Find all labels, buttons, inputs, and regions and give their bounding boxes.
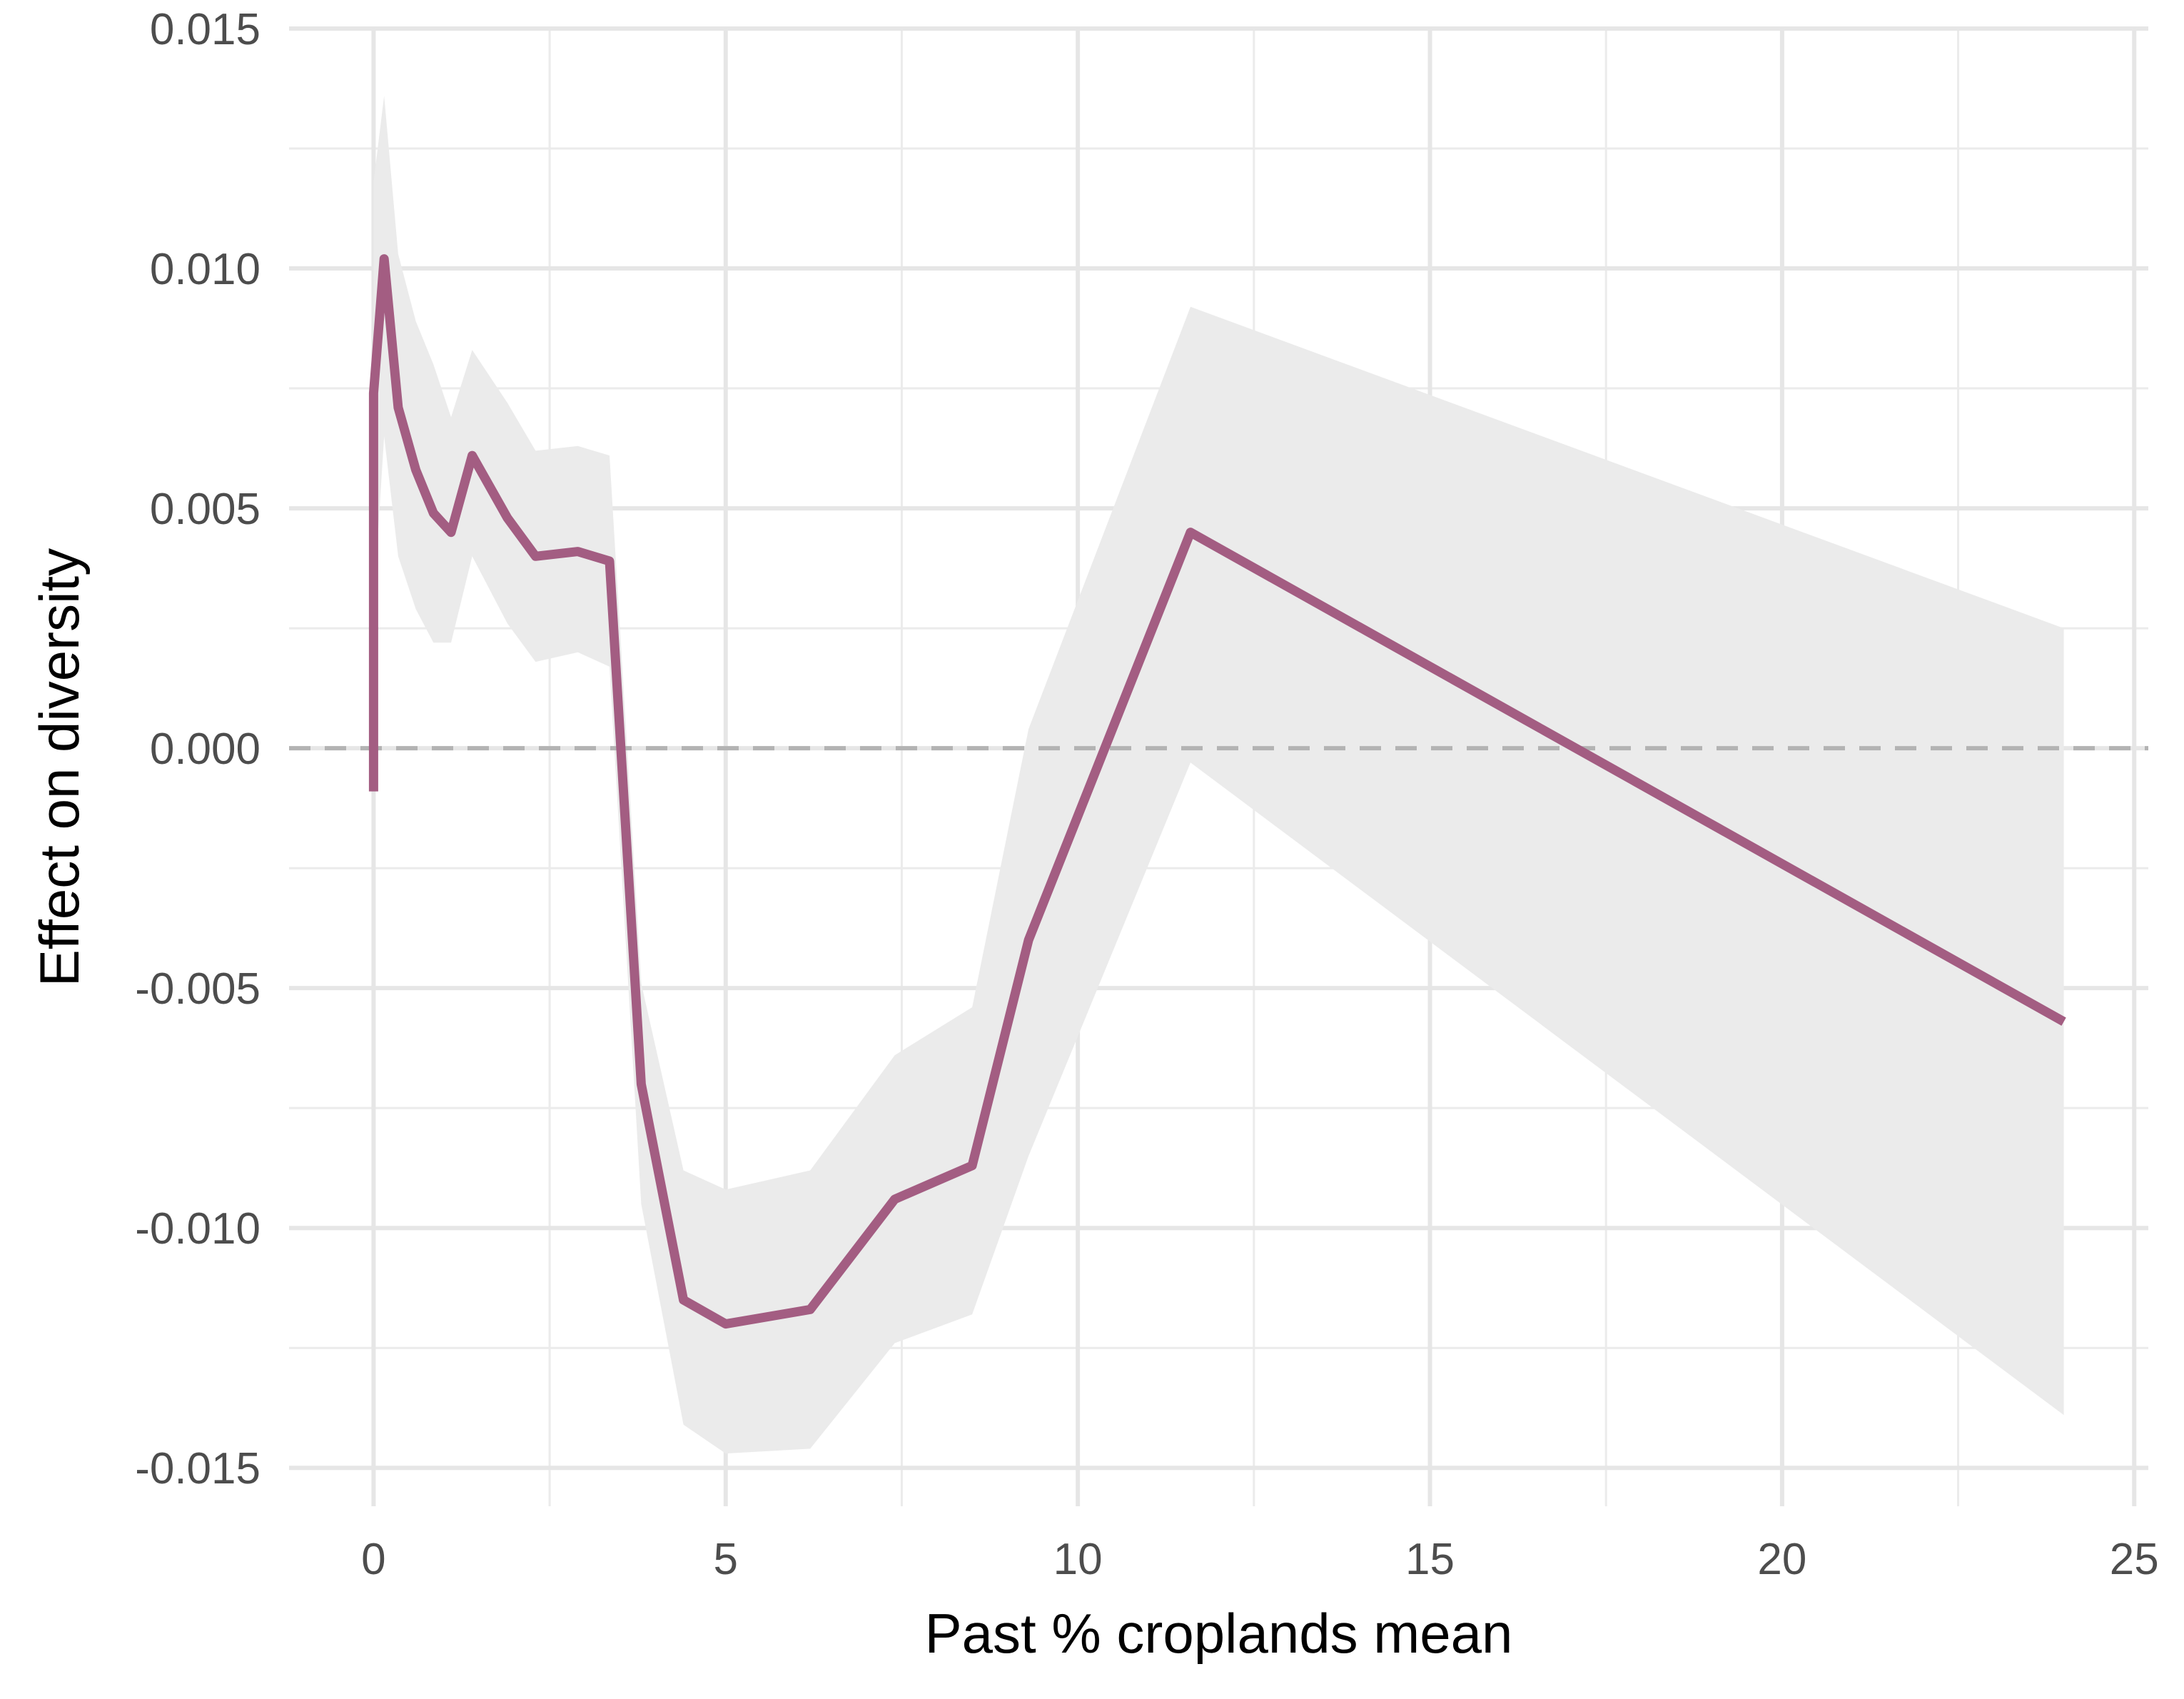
- x-axis-title: Past % croplands mean: [925, 1602, 1513, 1665]
- x-tick-label: 15: [1405, 1535, 1455, 1584]
- y-tick-label: -0.005: [135, 964, 261, 1014]
- y-tick-label: 0.000: [150, 725, 261, 774]
- y-tick-label: 0.010: [150, 245, 261, 294]
- x-tick-label: 20: [1757, 1535, 1806, 1584]
- confidence-band: [373, 96, 2064, 1454]
- y-tick-label: -0.010: [135, 1204, 261, 1254]
- y-axis-tick-labels: -0.015 -0.010 -0.005 0.000 0.005 0.010 0.015: [135, 5, 261, 1493]
- x-tick-label: 25: [2110, 1535, 2159, 1584]
- y-tick-label: -0.015: [135, 1444, 261, 1493]
- x-axis-tick-labels: 0 5 10 15 20 25: [361, 1535, 2159, 1584]
- y-axis-title: Effect on diversity: [28, 548, 91, 987]
- y-tick-label: 0.015: [150, 5, 261, 54]
- x-tick-label: 5: [714, 1535, 738, 1584]
- y-tick-label: 0.005: [150, 485, 261, 534]
- x-tick-label: 0: [361, 1535, 385, 1584]
- series-line: [368, 254, 2066, 1329]
- series-line-layer: [368, 254, 2066, 1329]
- x-tick-label: 10: [1053, 1535, 1103, 1584]
- confidence-band-layer: [373, 96, 2064, 1454]
